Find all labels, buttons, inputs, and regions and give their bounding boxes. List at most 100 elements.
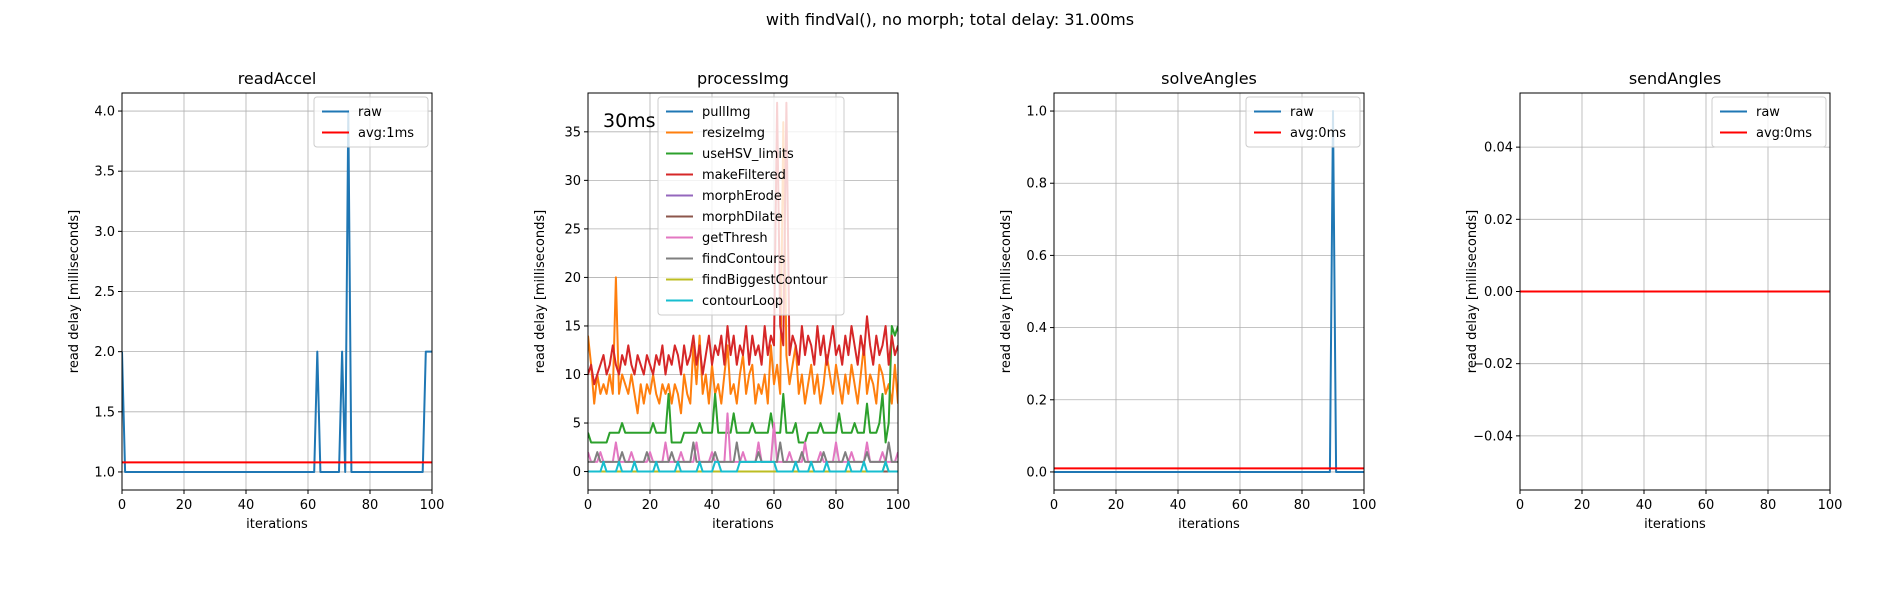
x-tick-label: 20: [642, 498, 659, 513]
x-tick-label: 100: [420, 498, 445, 513]
legend-label: raw: [1290, 105, 1314, 120]
y-tick-label: 3.0: [94, 225, 115, 240]
series-group: [588, 101, 898, 473]
legend-label: avg:1ms: [358, 126, 414, 141]
x-tick-label: 40: [238, 498, 255, 513]
x-tick-label: 60: [1698, 498, 1715, 513]
subplot-solveAngles: 0 20 40 60 80 100 0.0 0.2 0.4 0.6 0.8 1.0 solveAngle…: [999, 69, 1376, 532]
x-tick-label: 0: [1050, 498, 1058, 513]
y-tick-label: 0.4: [1026, 321, 1047, 336]
y-tick-label: 15: [564, 319, 581, 334]
y-tick-label: −0.02: [1473, 357, 1513, 372]
y-tick-label: −0.04: [1473, 429, 1513, 444]
y-axis-label: read delay [milliseconds]: [999, 210, 1014, 373]
axes-frame: [587, 92, 899, 491]
y-tick-label: 30: [564, 174, 581, 189]
legend-label: useHSV_limits: [702, 147, 794, 162]
subplot-readAccel: 0 20 40 60 80 100 1.0 1.5 2.0 2.5 3.0 3.5 4.0 readAcc…: [67, 69, 444, 532]
legend-label: contourLoop: [702, 294, 783, 309]
y-tick-label: 5: [573, 417, 581, 432]
annotation-total: 30ms: [603, 110, 656, 132]
legend-label: makeFiltered: [702, 168, 786, 183]
x-tick-label: 60: [300, 498, 317, 513]
x-tick-label: 0: [584, 498, 592, 513]
y-tick-label: 25: [564, 222, 581, 237]
legend-box: [657, 96, 845, 316]
x-tick-label: 40: [1170, 498, 1187, 513]
x-tick-label: 0: [118, 498, 126, 513]
x-tick-label: 20: [1108, 498, 1125, 513]
y-axis-label: read delay [milliseconds]: [1465, 210, 1480, 373]
x-tick-label: 20: [176, 498, 193, 513]
legend: raw avg:0ms: [1711, 96, 1827, 148]
legend-label: avg:0ms: [1290, 126, 1346, 141]
y-tick-label: 0.0: [1026, 465, 1047, 480]
y-tick-label: 4.0: [94, 105, 115, 120]
legend-label: avg:0ms: [1756, 126, 1812, 141]
y-tick-label: 0.00: [1484, 285, 1513, 300]
x-tick-label: 100: [886, 498, 911, 513]
x-axis-label: iterations: [246, 517, 308, 532]
y-tick-label: 35: [564, 125, 581, 140]
x-tick-label: 60: [1232, 498, 1249, 513]
subplot-title: processImg: [697, 69, 789, 88]
x-tick-label: 0: [1516, 498, 1524, 513]
x-tick-label: 20: [1574, 498, 1591, 513]
x-tick-label: 40: [1636, 498, 1653, 513]
legend-box: [1711, 96, 1827, 148]
legend-label: raw: [358, 105, 382, 120]
subplot-title: solveAngles: [1161, 69, 1257, 88]
x-tick-label: 60: [766, 498, 783, 513]
y-tick-label: 0.02: [1484, 213, 1513, 228]
subplot-title: readAccel: [238, 69, 317, 88]
series-line-raw: [122, 110, 432, 473]
x-tick-label: 100: [1352, 498, 1377, 513]
series-line-contourLoop: [588, 460, 898, 473]
subplot-title: sendAngles: [1629, 69, 1721, 88]
subplot-processImg: 0 20 40 60 80 100 0 5 10 15 20 25 30 35 processImg iter…: [533, 69, 910, 532]
series-group: [1054, 110, 1364, 473]
legend-label: morphDilate: [702, 210, 783, 225]
legend-label: getThresh: [702, 231, 768, 246]
y-axis-label: read delay [milliseconds]: [67, 210, 82, 373]
figure-suptitle: with findVal(), no morph; total delay: 3…: [766, 10, 1134, 29]
y-tick-label: 3.5: [94, 165, 115, 180]
y-tick-label: 1.0: [1026, 105, 1047, 120]
x-axis-label: iterations: [712, 517, 774, 532]
legend: raw avg:0ms: [1245, 96, 1361, 148]
legend-box: [1245, 96, 1361, 148]
y-tick-label: 0.8: [1026, 177, 1047, 192]
y-tick-label: 1.0: [94, 465, 115, 480]
x-tick-label: 40: [704, 498, 721, 513]
legend-label: resizeImg: [702, 126, 765, 141]
legend-box: [313, 96, 429, 148]
y-tick-label: 10: [564, 368, 581, 383]
y-tick-label: 1.5: [94, 405, 115, 420]
x-tick-label: 100: [1818, 498, 1843, 513]
subplot-sendAngles: 0 20 40 60 80 100 −0.04 −0.02 0.00 0.02 0.04 sendAn…: [1465, 69, 1842, 532]
y-tick-label: 0: [573, 465, 581, 480]
series-group: [122, 110, 432, 473]
y-axis-label: read delay [milliseconds]: [533, 210, 548, 373]
x-tick-label: 80: [362, 498, 379, 513]
series-line-raw: [1054, 110, 1364, 473]
y-tick-label: 2.5: [94, 285, 115, 300]
x-tick-label: 80: [1294, 498, 1311, 513]
series-line-makeFiltered: [588, 101, 898, 386]
axes-frame: [1053, 92, 1365, 491]
x-axis-label: iterations: [1178, 517, 1240, 532]
y-tick-label: 0.6: [1026, 249, 1047, 264]
legend-label: findBiggestContour: [702, 273, 828, 288]
y-tick-label: 0.04: [1484, 141, 1513, 156]
x-axis-label: iterations: [1644, 517, 1706, 532]
series-line-getThresh: [588, 412, 898, 463]
legend-label: findContours: [702, 252, 786, 267]
legend-label: morphErode: [702, 189, 782, 204]
x-tick-label: 80: [828, 498, 845, 513]
y-tick-label: 0.2: [1026, 393, 1047, 408]
legend-label: raw: [1756, 105, 1780, 120]
x-tick-label: 80: [1760, 498, 1777, 513]
legend-label: pullImg: [702, 105, 750, 120]
